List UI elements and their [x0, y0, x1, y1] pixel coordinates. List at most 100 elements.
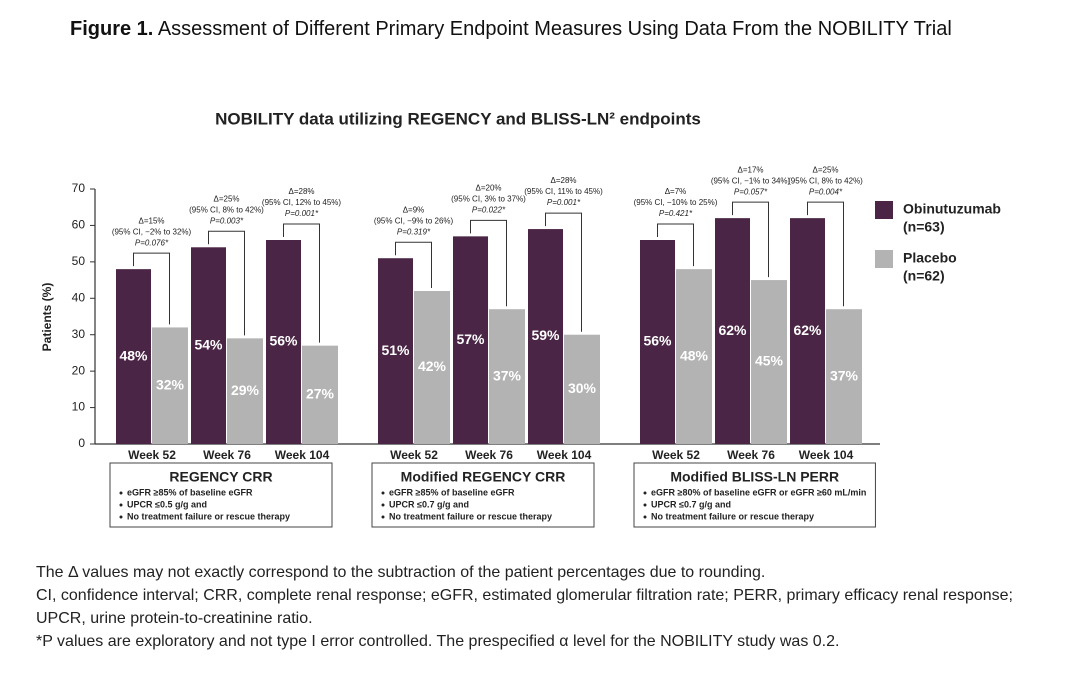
legend-swatch	[875, 201, 893, 219]
bar	[826, 309, 862, 444]
x-tick-label: Week 104	[799, 448, 854, 462]
y-tick-label: 40	[72, 290, 86, 304]
annotation-p: P=0.319*	[397, 227, 431, 236]
bar	[266, 240, 301, 444]
group-criterion: No treatment failure or rescue therapy	[127, 511, 290, 521]
footnote: CI, confidence interval; CRR, complete r…	[36, 587, 1013, 627]
annotation-ci: (95% CI, 12% to 45%)	[262, 198, 341, 207]
bar	[116, 269, 151, 444]
annotation-delta: Δ=25%	[812, 165, 838, 174]
annotation-p: P=0.022*	[472, 205, 506, 214]
bullet	[119, 515, 123, 519]
value-label: 29%	[231, 382, 260, 398]
group-criterion: UPCR ≤0.5 g/g and	[127, 499, 207, 509]
value-label: 59%	[531, 327, 560, 343]
value-label: 56%	[269, 333, 298, 349]
x-tick-label: Week 76	[203, 448, 251, 462]
value-label: 45%	[755, 353, 784, 369]
group-criterion: eGFR ≥85% of baseline eGFR	[127, 487, 253, 497]
bracket	[133, 252, 170, 325]
annotation-delta: Δ=15%	[138, 216, 164, 225]
bar	[715, 218, 750, 444]
group-criterion: No treatment failure or rescue therapy	[389, 511, 552, 521]
figure-label: Figure 1.	[70, 18, 154, 40]
x-tick-label: Week 52	[128, 448, 176, 462]
bullet	[119, 503, 123, 507]
legend-n: (n=63)	[903, 219, 945, 235]
y-tick-label: 60	[72, 218, 86, 232]
annotation-delta: Δ=7%	[665, 187, 687, 196]
x-tick-label: Week 104	[537, 448, 592, 462]
bar	[302, 345, 338, 444]
x-tick-label: Week 52	[652, 448, 700, 462]
x-tick-label: Week 52	[390, 448, 438, 462]
value-label: 51%	[381, 342, 410, 358]
bullet	[643, 515, 647, 519]
value-label: 56%	[643, 333, 672, 349]
bracket	[208, 230, 245, 336]
value-label: 48%	[119, 347, 148, 363]
group-box	[371, 462, 595, 528]
value-label: 30%	[568, 380, 597, 396]
bar	[152, 327, 188, 444]
bar	[414, 291, 450, 444]
annotation-p: P=0.001*	[547, 198, 581, 207]
bar	[640, 240, 675, 444]
annotation-p: P=0.004*	[809, 187, 843, 196]
group-criterion: UPCR ≤0.7 g/g and	[389, 499, 469, 509]
annotation-delta: Δ=20%	[475, 183, 501, 192]
bar	[489, 309, 525, 444]
annotation-ci: (95% CI, −1% to 34%)	[711, 176, 791, 185]
annotation-delta: Δ=28%	[288, 187, 314, 196]
bracket	[395, 241, 432, 288]
group-title: Modified BLISS-LN PERR	[670, 469, 839, 485]
bracket	[470, 219, 507, 307]
bar	[564, 334, 600, 444]
value-label: 54%	[194, 336, 223, 352]
annotation-delta: Δ=28%	[550, 176, 576, 185]
bracket	[732, 201, 769, 278]
group-title: REGENCY CRR	[169, 469, 272, 485]
bar	[676, 269, 712, 444]
annotation-ci: (95% CI, 3% to 37%)	[451, 194, 526, 203]
group-criterion: eGFR ≥85% of baseline eGFR	[389, 487, 515, 497]
annotation-delta: Δ=9%	[403, 205, 425, 214]
value-label: 42%	[418, 358, 447, 374]
legend-n: (n=62)	[903, 268, 945, 284]
footnote: *P values are exploratory and not type I…	[36, 633, 840, 650]
value-label: 48%	[680, 347, 709, 363]
x-tick-label: Week 76	[727, 448, 775, 462]
annotation-ci: (95% CI, 8% to 42%)	[788, 176, 863, 185]
bar	[227, 338, 263, 444]
x-tick-label: Week 104	[275, 448, 330, 462]
annotation-ci: (95% CI, −10% to 25%)	[634, 198, 718, 207]
legend-label: Placebo	[903, 250, 957, 266]
annotation-ci: (95% CI, −9% to 26%)	[374, 216, 454, 225]
bullet	[643, 491, 647, 495]
bracket	[807, 201, 844, 307]
x-tick-label: Week 76	[465, 448, 513, 462]
y-tick-label: 50	[72, 254, 86, 268]
annotation-p: P=0.003*	[210, 216, 244, 225]
bar	[191, 247, 226, 444]
bar	[790, 218, 825, 444]
bracket	[657, 223, 694, 267]
annotation-delta: Δ=17%	[737, 165, 763, 174]
bullet	[119, 491, 123, 495]
chart-title: NOBILITY data utilizing REGENCY and BLIS…	[215, 109, 701, 128]
group-box	[109, 462, 333, 528]
group-criterion: No treatment failure or rescue therapy	[651, 511, 814, 521]
value-label: 57%	[456, 331, 485, 347]
y-axis-label: Patients (%)	[40, 283, 54, 352]
legend-swatch	[875, 250, 893, 268]
annotation-delta: Δ=25%	[213, 194, 239, 203]
annotation-ci: (95% CI, 8% to 42%)	[189, 205, 264, 214]
chart: NOBILITY data utilizing REGENCY and BLIS…	[40, 109, 1001, 528]
bracket	[545, 212, 582, 332]
bar	[528, 229, 563, 444]
y-tick-label: 20	[72, 363, 86, 377]
annotation-p: P=0.057*	[734, 187, 768, 196]
figure-text: Assessment of Different Primary Endpoint…	[157, 18, 952, 40]
bullet	[381, 503, 385, 507]
